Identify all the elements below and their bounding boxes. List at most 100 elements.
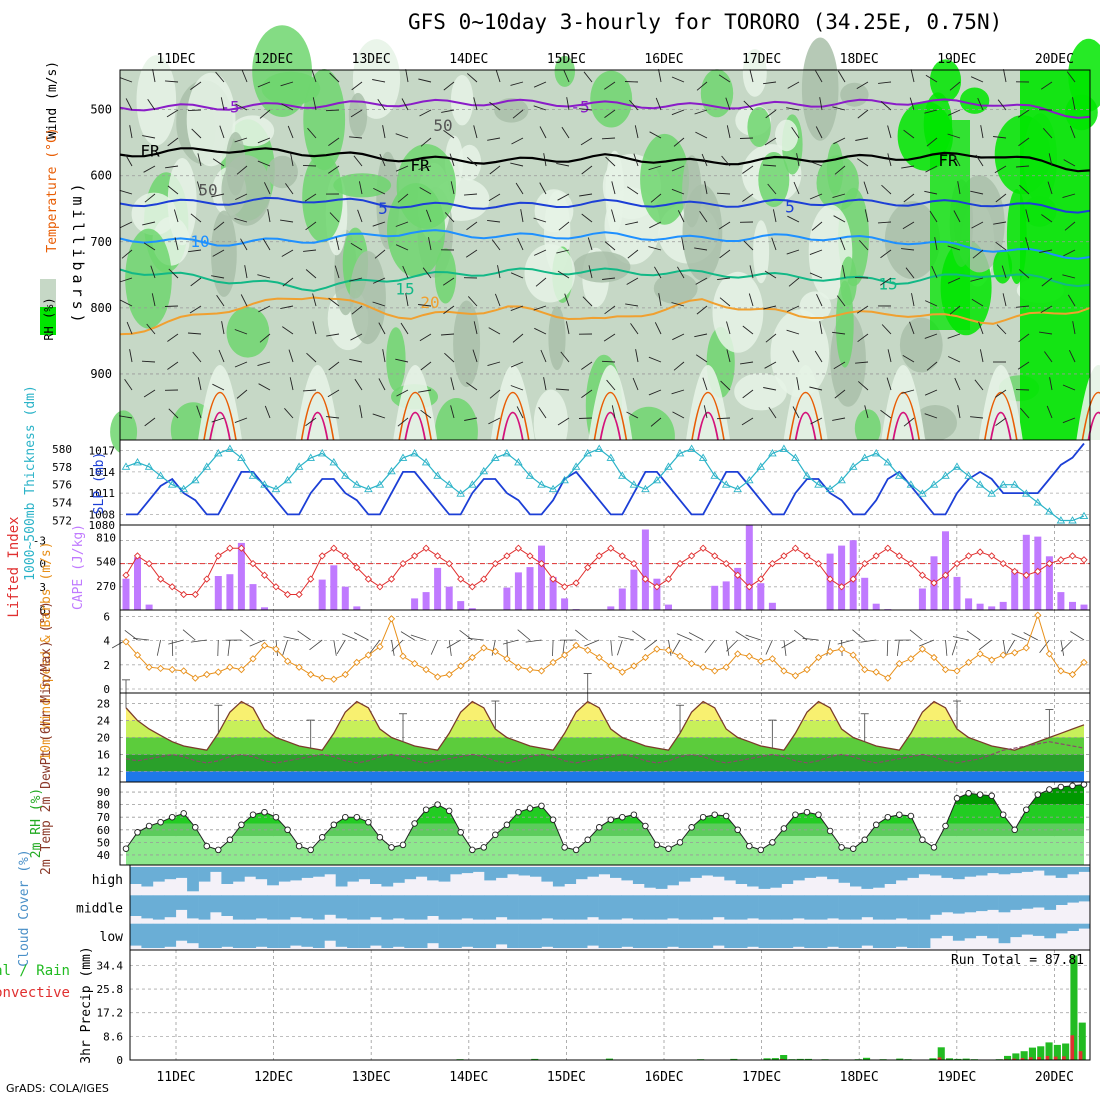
rh-marker [757,846,765,854]
wind-speed-marker [468,653,476,662]
wind-barb [811,221,823,231]
wind-barb [372,413,386,419]
thickness-marker [283,475,292,484]
thickness-marker [571,462,581,470]
wind-barb [543,153,547,167]
cloud-cell [541,923,554,947]
wind-barb [217,639,219,657]
wind-barb [948,109,961,116]
cloud-cell [815,923,828,948]
cape-bar [722,581,730,610]
cloud-cell [804,895,817,920]
rh-marker [815,811,822,818]
thickness-marker [791,453,800,461]
precip-tick-label: 34.4 [97,959,124,972]
wind-speed-marker [364,651,373,659]
wind-barb [395,221,409,227]
cloud-cell [632,923,645,948]
cloud-cell [678,895,691,920]
thickness-marker [271,484,281,493]
cape-bar [976,603,984,610]
isotherm-30 [989,411,1012,441]
wind-barb [718,74,731,83]
pressure-tick-label: 700 [90,235,112,249]
wind-barb [783,639,787,656]
wind-barb [450,377,455,391]
rh-tick-label: 90 [97,786,110,799]
cloud-cell [941,895,954,913]
precip-total-bar [1078,1022,1086,1060]
rh-marker [272,813,280,821]
li-marker [457,575,465,583]
wind-barb [190,277,202,287]
dry-plume [1076,365,1100,440]
thickness-marker [756,462,766,470]
wind-barb [603,333,616,342]
wind-barb [1069,125,1076,139]
wind-speed-marker [607,662,615,670]
wind-barb [924,333,938,339]
cloud-cell [735,895,748,920]
thickness-marker [167,480,177,488]
wind-barb [852,629,865,641]
li-marker [664,575,673,583]
wind-barb [190,639,207,643]
cape-bar [757,583,765,610]
cloud-cell [975,923,988,936]
wind-barb [763,387,777,391]
wind-barb [905,267,915,279]
rh-region [884,201,941,280]
wind-speed-marker [941,665,950,674]
thickness-marker [895,471,904,479]
li-marker [918,571,927,579]
precip-convective-bar [1053,1056,1058,1060]
cloud-cell [815,867,828,877]
cloud-cell [1032,923,1045,936]
wind-barb [696,305,708,315]
thickness-marker [1079,511,1089,520]
rh-marker [215,846,222,854]
wind-barb [142,221,156,226]
wind-barb [856,305,869,314]
rh-region [266,155,298,189]
cape-bar [249,584,257,610]
contour-label: FR [938,151,958,170]
pressure-tick-label: 800 [90,301,112,315]
thickness-marker [975,480,985,488]
rh-axis-label: 2m RH (%) [29,788,44,858]
wind-barb [211,417,225,423]
wind-speed-marker [826,647,834,656]
wind-barb [538,406,547,419]
cape-bar [341,586,349,610]
li-marker [791,544,800,552]
rh-tick-label: 40 [97,849,110,862]
contour-label: 20 [420,293,439,312]
wind-barb [802,637,819,641]
rh-region [758,152,790,207]
wind-speed-marker [780,667,788,675]
temp-tick-label: 12 [97,765,110,778]
cloud-cell [141,867,154,887]
wind-barb [886,639,889,657]
dry-plume [686,365,730,440]
wind-barb [1011,633,1027,641]
wind-tick-label: 0 [103,683,110,696]
wind-speed-marker [214,668,222,676]
wind-barb [557,270,570,279]
li-marker [1011,567,1019,576]
wind-barb [535,277,547,287]
isotherm-10 [119,229,1091,260]
wind-barb [837,639,854,645]
wind-barb [511,137,524,145]
thickness-marker [237,453,246,461]
wind-barb [497,265,501,279]
wind-barb [167,185,179,195]
wind-barb [765,639,773,655]
wind-barb [971,221,984,229]
wind-barb [150,265,156,279]
cape-bar [457,601,465,610]
cloud-cell [930,867,942,876]
thickness-marker [537,480,546,488]
li-marker [607,544,615,552]
thickness-marker [652,475,662,484]
